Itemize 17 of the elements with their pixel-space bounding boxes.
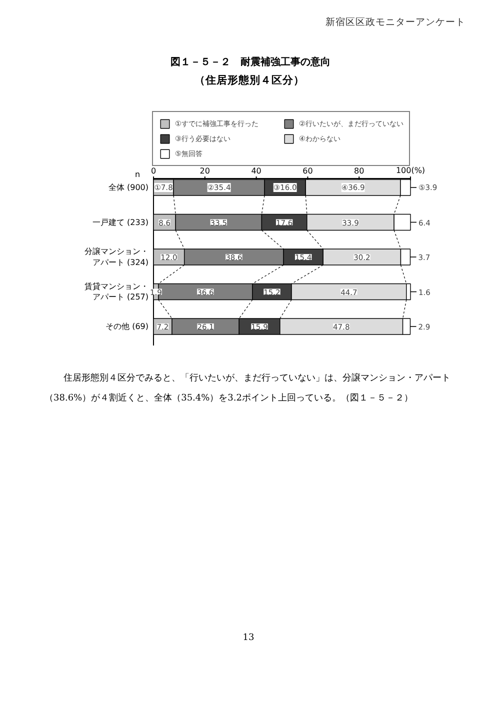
y-tick-label: その他 (69) [106,322,149,331]
x-tick-label: 0 [150,166,156,176]
text: n [134,170,140,179]
x-tick-label: 60 [302,166,313,176]
text: 住居形態別４区分でみると、「行いたいが、まだ行っていない」は、分譲マンション・アパート（38.6%）が４割近くと、全体（35.4%）を3.2ポイント上回っている。（図１－５－２） [44,372,450,404]
y-tick-label: 全体 (900) [108,183,149,192]
x-tick-label: 20 [200,166,210,176]
y-tick-label: 賃貸マンション・アパート (257) [84,282,149,302]
x-tick-label: 40 [251,166,262,176]
x-tick-label: 100(%) [396,166,426,175]
y-tick-label: 一戸建て (233) [92,218,149,227]
chart-title: 図１－５－２ 耐震補強工事の意向 [170,56,330,68]
chart-subtitle: （住居形態別４区分） [194,74,304,86]
text: 13 [242,633,254,643]
y-tick-label: 分譲マンション・アパート (324) [84,247,149,267]
text: 新宿区区政モニターアンケート [326,16,466,28]
x-tick-label: 80 [354,166,364,176]
